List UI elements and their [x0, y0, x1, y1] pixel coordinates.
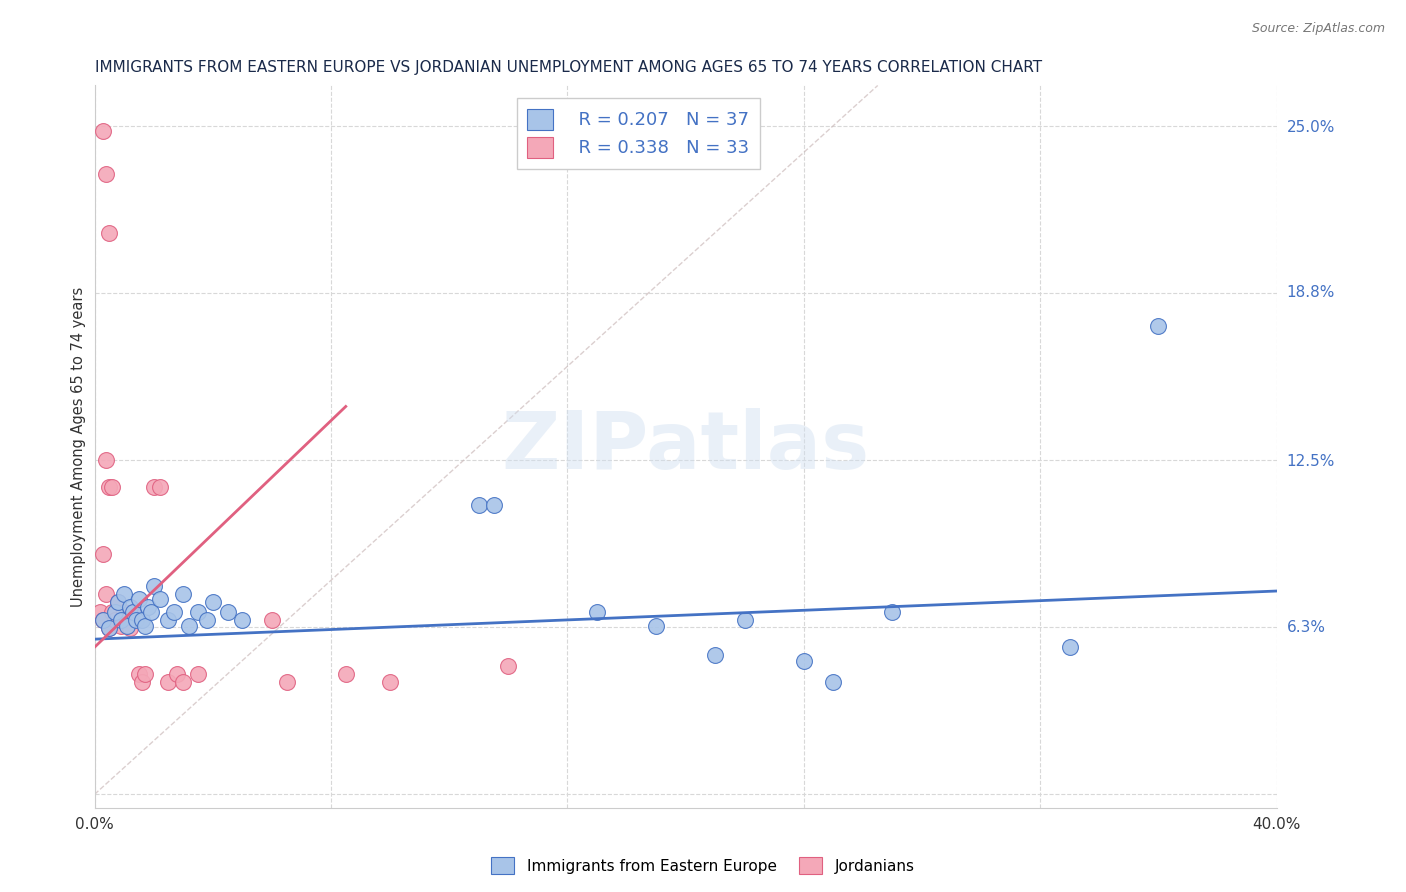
- Point: [118, 600, 141, 615]
- Point: [112, 606, 135, 620]
- Point: [793, 654, 815, 668]
- Text: IMMIGRANTS FROM EASTERN EUROPE VS JORDANIAN UNEMPLOYMENT AMONG AGES 65 TO 74 YEA: IMMIGRANTS FROM EASTERN EUROPE VS JORDAN…: [94, 60, 1042, 75]
- Point: [131, 614, 153, 628]
- Point: [195, 614, 218, 628]
- Point: [882, 606, 904, 620]
- Point: [1059, 640, 1081, 655]
- Point: [110, 614, 132, 628]
- Point: [166, 667, 188, 681]
- Point: [96, 167, 118, 181]
- Point: [118, 622, 141, 636]
- Point: [115, 619, 138, 633]
- Point: [201, 595, 224, 609]
- Point: [586, 606, 609, 620]
- Point: [149, 592, 172, 607]
- Point: [704, 648, 727, 663]
- Point: [98, 226, 121, 240]
- Text: Source: ZipAtlas.com: Source: ZipAtlas.com: [1251, 22, 1385, 36]
- Point: [823, 675, 845, 690]
- Y-axis label: Unemployment Among Ages 65 to 74 years: Unemployment Among Ages 65 to 74 years: [72, 286, 86, 607]
- Legend:   R = 0.207   N = 37,   R = 0.338   N = 33: R = 0.207 N = 37, R = 0.338 N = 33: [516, 98, 761, 169]
- Point: [110, 619, 132, 633]
- Point: [179, 619, 201, 633]
- Point: [104, 614, 127, 628]
- Point: [104, 606, 127, 620]
- Point: [125, 614, 148, 628]
- Point: [498, 659, 520, 673]
- Point: [231, 614, 253, 628]
- Point: [101, 606, 124, 620]
- Point: [163, 606, 186, 620]
- Point: [131, 675, 153, 690]
- Point: [107, 595, 129, 609]
- Point: [98, 622, 121, 636]
- Point: [335, 667, 357, 681]
- Point: [142, 480, 165, 494]
- Point: [482, 499, 505, 513]
- Point: [112, 587, 135, 601]
- Point: [136, 600, 159, 615]
- Point: [128, 592, 150, 607]
- Legend: Immigrants from Eastern Europe, Jordanians: Immigrants from Eastern Europe, Jordania…: [485, 851, 921, 880]
- Point: [1147, 319, 1170, 334]
- Point: [134, 667, 156, 681]
- Point: [134, 619, 156, 633]
- Point: [93, 124, 115, 138]
- Point: [172, 587, 194, 601]
- Point: [107, 595, 129, 609]
- Point: [734, 614, 756, 628]
- Point: [122, 606, 145, 620]
- Point: [142, 579, 165, 593]
- Point: [139, 606, 162, 620]
- Point: [98, 622, 121, 636]
- Point: [157, 614, 180, 628]
- Point: [93, 614, 115, 628]
- Point: [96, 453, 118, 467]
- Point: [172, 675, 194, 690]
- Point: [101, 480, 124, 494]
- Point: [187, 667, 209, 681]
- Point: [98, 480, 121, 494]
- Point: [96, 587, 118, 601]
- Point: [260, 614, 283, 628]
- Point: [93, 614, 115, 628]
- Point: [93, 547, 115, 561]
- Point: [217, 606, 239, 620]
- Point: [157, 675, 180, 690]
- Point: [187, 606, 209, 620]
- Point: [122, 606, 145, 620]
- Point: [149, 480, 172, 494]
- Point: [276, 675, 298, 690]
- Text: ZIPatlas: ZIPatlas: [502, 408, 870, 485]
- Point: [468, 499, 491, 513]
- Point: [128, 667, 150, 681]
- Point: [89, 606, 111, 620]
- Point: [645, 619, 668, 633]
- Point: [115, 614, 138, 628]
- Point: [378, 675, 401, 690]
